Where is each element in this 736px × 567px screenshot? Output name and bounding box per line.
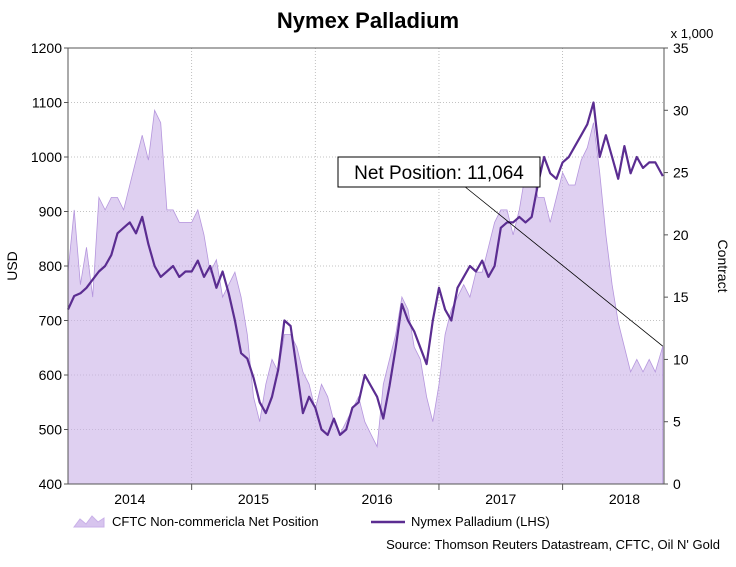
chart-title: Nymex Palladium xyxy=(277,8,459,33)
right-axis: 0 5 10 15 20 25 30 35 xyxy=(664,40,689,492)
left-axis-tick-label: 700 xyxy=(39,313,63,329)
annotation-leader-line xyxy=(463,185,664,347)
x-axis-tick-label: 2016 xyxy=(362,491,393,507)
x-axis-tick-label: 2018 xyxy=(609,491,640,507)
net-position-area xyxy=(67,108,664,485)
left-axis-label: USD xyxy=(4,251,20,281)
right-axis-unit: x 1,000 xyxy=(671,26,714,41)
left-axis: 400 500 600 700 800 900 1000 1100 1200 xyxy=(31,40,68,492)
right-axis-tick-label: 20 xyxy=(673,227,689,243)
annotation-box xyxy=(337,156,541,188)
palladium-price-line xyxy=(66,101,664,436)
area-layer xyxy=(67,108,664,485)
legend-area-label: CFTC Non-commericla Net Position xyxy=(112,514,319,529)
x-axis-tick-label: 2015 xyxy=(238,491,269,507)
right-axis-label: Contract xyxy=(715,240,731,293)
left-axis-tick-label: 1100 xyxy=(32,95,62,111)
right-axis-tick-label: 25 xyxy=(673,165,689,181)
source-note: Source: Thomson Reuters Datastream, CFTC… xyxy=(386,537,720,552)
right-axis-tick-label: 0 xyxy=(673,476,681,492)
right-axis-tick-label: 10 xyxy=(673,351,689,367)
legend: CFTC Non-commericla Net Position Nymex P… xyxy=(73,514,550,529)
right-axis-tick-label: 35 xyxy=(673,40,689,56)
right-axis-tick-label: 30 xyxy=(673,102,689,118)
left-axis-tick-label: 800 xyxy=(39,258,63,274)
legend-area-swatch xyxy=(73,515,105,528)
right-axis-tick-label: 15 xyxy=(673,289,689,305)
left-axis-tick-label: 1000 xyxy=(31,149,62,165)
right-axis-tick-label: 5 xyxy=(673,414,681,430)
annotation-text: Net Position: 11,064 xyxy=(354,163,524,184)
x-axis-tick-label: 2014 xyxy=(114,491,145,507)
x-axis-tick-label: 2017 xyxy=(485,491,516,507)
left-axis-tick-label: 400 xyxy=(39,476,63,492)
line-layer xyxy=(66,101,664,436)
left-axis-tick-label: 1200 xyxy=(31,40,62,56)
left-axis-tick-label: 500 xyxy=(39,422,63,438)
x-axis: 2014 2015 2016 2017 2018 xyxy=(114,484,640,507)
left-axis-tick-label: 900 xyxy=(39,204,63,220)
left-axis-tick-label: 600 xyxy=(39,367,63,383)
legend-line-label: Nymex Palladium (LHS) xyxy=(411,514,550,529)
